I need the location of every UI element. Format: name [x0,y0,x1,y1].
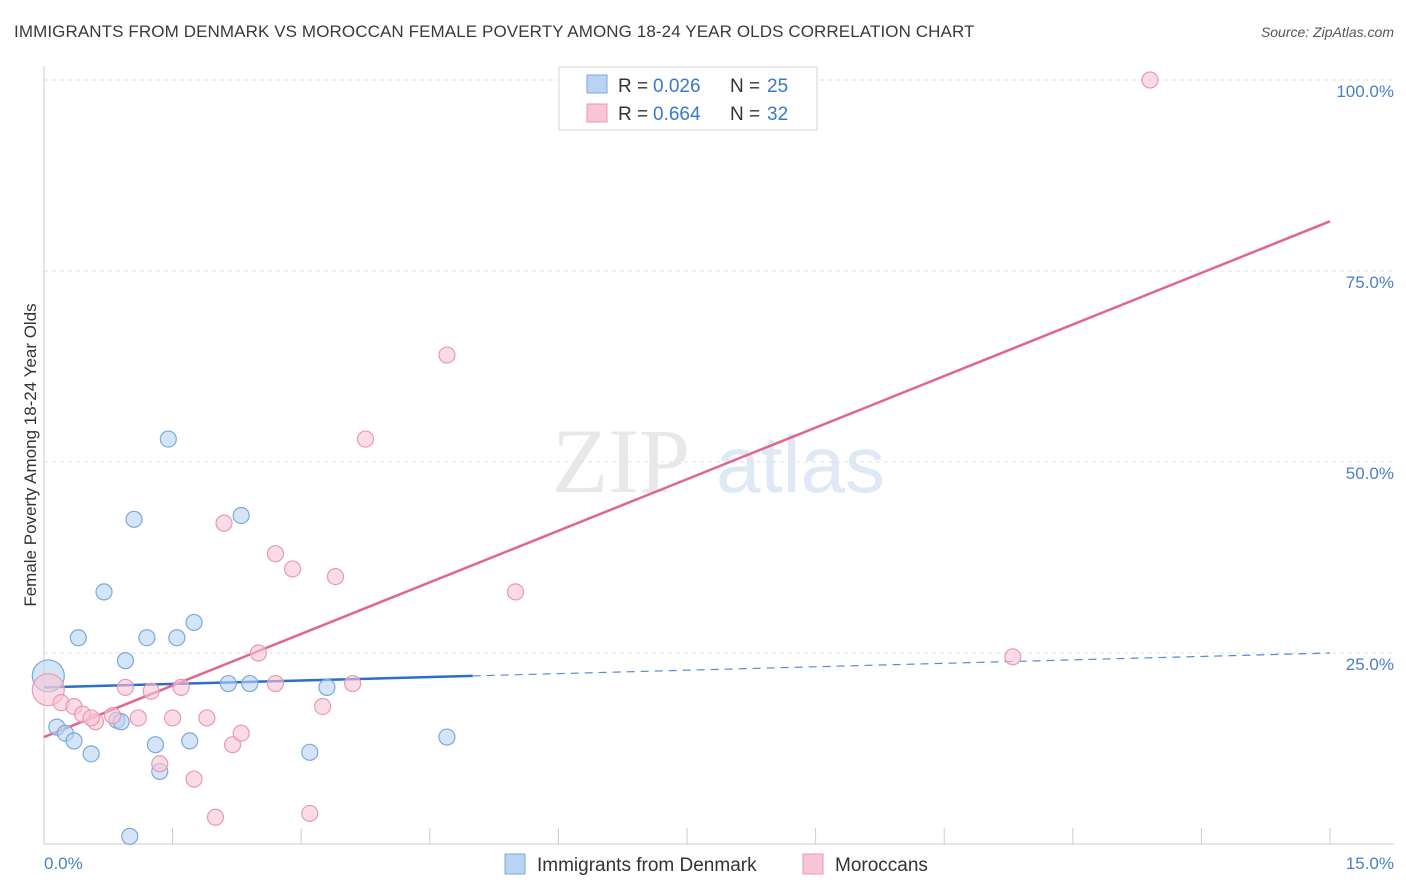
point-denmark-9 [116,652,135,670]
point-denmark-4 [69,629,87,647]
point-denmark-21 [301,743,319,761]
point-denmark-20 [241,674,259,693]
point-moroccans-13 [206,808,225,826]
y-tick-labels: 25.0% 50.0% 75.0% 100.0% [1336,82,1394,674]
point-denmark-24 [121,827,139,845]
chart-title: IMMIGRANTS FROM DENMARK VS MOROCCAN FEMA… [14,22,975,41]
point-moroccans-24 [344,674,362,693]
point-denmark-12 [146,736,165,754]
point-denmark-17 [185,613,203,632]
legend-n-label-0: N = [730,76,760,97]
bottom-legend-swatch-moroccans [802,853,824,875]
trend-line-denmark-dashed [472,652,1331,677]
bottom-legend-swatch-denmark [504,853,526,875]
series-denmark-points [31,430,456,845]
legend-r-value-1: 0.664 [653,104,701,125]
point-denmark-23 [438,728,456,746]
point-moroccans-15 [224,736,242,754]
point-denmark-19 [232,506,250,525]
x-ticks [172,828,1331,844]
trend-line-moroccans [43,220,1331,739]
legend-r-label-0: R = [618,76,648,97]
point-moroccans-9 [151,755,169,773]
x-tick-label-min: 0.0% [44,854,83,873]
point-moroccans-25 [356,430,375,448]
point-denmark-16 [181,732,199,750]
point-denmark-15 [168,629,186,647]
point-denmark-3 [65,732,83,750]
x-tick-label-max: 15.0% [1346,854,1394,873]
y-tick-label-50: 50.0% [1346,464,1394,483]
bottom-legend-label-denmark: Immigrants from Denmark [537,855,757,876]
axes [43,66,1394,845]
point-moroccans-20 [284,560,302,578]
point-moroccans-8 [142,682,160,700]
bottom-legend-label-moroccans: Moroccans [835,855,928,876]
trend-lines [43,220,1331,739]
legend-n-label-1: N = [730,104,760,125]
series-legend: Immigrants from Denmark Moroccans [504,853,928,876]
y-tick-label-100: 100.0% [1336,82,1394,101]
watermark: ZIP atlas [552,410,885,512]
gridlines [44,79,1394,654]
point-moroccans-31 [82,709,100,727]
legend-r-label-1: R = [618,104,648,125]
point-denmark-18 [219,674,237,693]
point-denmark-14 [159,430,177,448]
point-denmark-11 [138,629,156,647]
point-moroccans-30 [185,770,203,788]
watermark-zip: ZIP [552,410,690,512]
correlation-legend: R = 0.026 N = 25 R = 0.664 N = 32 [558,66,818,131]
point-moroccans-21 [301,804,319,823]
point-moroccans-27 [506,583,525,601]
y-axis-title: Female Poverty Among 18-24 Year Olds [21,303,40,606]
point-moroccans-10 [164,709,182,727]
point-denmark-10 [125,510,143,528]
y-tick-label-25: 25.0% [1346,655,1394,674]
point-moroccans-5 [103,707,122,725]
point-moroccans-22 [314,697,332,716]
source-credit: Source: ZipAtlas.com [1260,24,1394,40]
point-moroccans-11 [172,678,190,696]
point-denmark-6 [95,583,113,601]
legend-r-value-0: 0.026 [653,76,701,97]
point-moroccans-14 [215,514,233,532]
legend-swatch-moroccans [586,103,608,123]
point-moroccans-16 [232,724,250,742]
point-moroccans-19 [266,545,285,563]
point-moroccans-17 [249,644,267,662]
point-moroccans-29 [1141,71,1159,89]
legend-n-value-1: 32 [767,104,788,125]
point-moroccans-23 [326,567,345,586]
point-moroccans-12 [198,709,216,727]
point-moroccans-7 [129,709,147,727]
legend-n-value-0: 25 [767,76,788,97]
point-moroccans-18 [266,674,285,693]
series-moroccans-points [31,71,1159,826]
point-moroccans-26 [438,346,456,364]
legend-swatch-denmark [586,74,608,94]
y-tick-label-75: 75.0% [1346,273,1394,292]
point-denmark-22 [318,678,336,696]
point-moroccans-6 [116,678,135,696]
point-moroccans-28 [1004,648,1022,666]
trend-line-denmark-solid [43,674,473,689]
point-denmark-5 [82,745,100,763]
